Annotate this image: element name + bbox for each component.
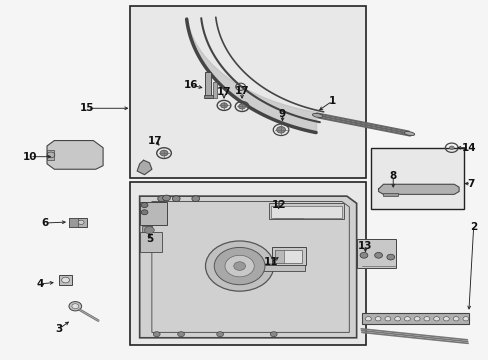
Text: 16: 16 <box>183 80 198 90</box>
Bar <box>272 247 306 265</box>
Circle shape <box>216 332 223 337</box>
Text: 17: 17 <box>147 136 162 145</box>
Circle shape <box>270 332 277 337</box>
Text: 5: 5 <box>145 234 153 244</box>
Bar <box>142 226 152 232</box>
Circle shape <box>276 127 285 133</box>
Circle shape <box>191 196 199 202</box>
Text: 14: 14 <box>461 143 475 153</box>
Bar <box>69 218 87 226</box>
Circle shape <box>443 317 448 321</box>
Ellipse shape <box>312 113 322 117</box>
Bar <box>361 314 468 324</box>
Circle shape <box>141 203 148 208</box>
Circle shape <box>423 317 429 321</box>
Circle shape <box>72 304 79 309</box>
Text: 9: 9 <box>278 109 285 119</box>
Bar <box>212 82 216 98</box>
Circle shape <box>374 317 380 321</box>
Text: 7: 7 <box>467 179 474 189</box>
Circle shape <box>141 210 148 215</box>
Bar <box>130 182 366 345</box>
Circle shape <box>162 195 170 201</box>
Circle shape <box>359 252 367 258</box>
Bar <box>268 203 344 220</box>
Bar <box>370 148 463 209</box>
Polygon shape <box>378 184 458 194</box>
Text: 10: 10 <box>22 152 37 162</box>
Circle shape <box>374 252 382 258</box>
Bar <box>140 232 162 252</box>
Text: 8: 8 <box>389 171 396 181</box>
Circle shape <box>386 254 394 260</box>
Circle shape <box>160 150 167 156</box>
Circle shape <box>172 196 180 202</box>
Circle shape <box>233 262 245 270</box>
Circle shape <box>448 146 453 149</box>
Circle shape <box>238 104 245 109</box>
Circle shape <box>153 332 160 337</box>
Circle shape <box>78 220 84 225</box>
Text: 1: 1 <box>328 96 335 106</box>
Circle shape <box>177 332 184 337</box>
Text: 2: 2 <box>469 222 476 231</box>
Polygon shape <box>140 196 356 338</box>
Circle shape <box>61 277 69 283</box>
Circle shape <box>69 302 81 311</box>
Text: 17: 17 <box>216 87 231 97</box>
Bar <box>47 149 54 160</box>
Bar <box>271 206 341 218</box>
Ellipse shape <box>404 131 414 136</box>
Circle shape <box>224 255 254 277</box>
Bar <box>274 249 301 263</box>
Polygon shape <box>47 140 103 169</box>
Bar <box>273 211 303 219</box>
Circle shape <box>462 317 468 321</box>
Text: 13: 13 <box>357 241 372 251</box>
Text: 6: 6 <box>41 218 48 228</box>
Circle shape <box>452 317 458 321</box>
Bar <box>274 249 283 263</box>
Bar <box>205 72 211 98</box>
Text: 4: 4 <box>36 279 43 289</box>
Circle shape <box>158 196 165 202</box>
Bar <box>244 265 305 271</box>
Text: 17: 17 <box>234 86 249 96</box>
Circle shape <box>433 317 439 321</box>
Bar <box>140 202 166 225</box>
Bar <box>130 6 366 178</box>
Circle shape <box>384 317 390 321</box>
Polygon shape <box>137 160 152 175</box>
Bar <box>59 275 72 285</box>
Circle shape <box>214 247 264 285</box>
Circle shape <box>144 226 154 234</box>
Circle shape <box>205 241 273 291</box>
Circle shape <box>404 317 409 321</box>
Circle shape <box>394 317 400 321</box>
Bar <box>383 193 397 196</box>
Circle shape <box>220 103 227 108</box>
Bar <box>203 95 213 98</box>
Circle shape <box>365 317 370 321</box>
Text: 15: 15 <box>80 103 95 113</box>
Bar <box>69 218 78 226</box>
Text: 12: 12 <box>271 200 285 210</box>
Circle shape <box>413 317 419 321</box>
Text: 3: 3 <box>56 324 62 334</box>
Text: 11: 11 <box>264 257 278 267</box>
Bar <box>356 239 395 268</box>
